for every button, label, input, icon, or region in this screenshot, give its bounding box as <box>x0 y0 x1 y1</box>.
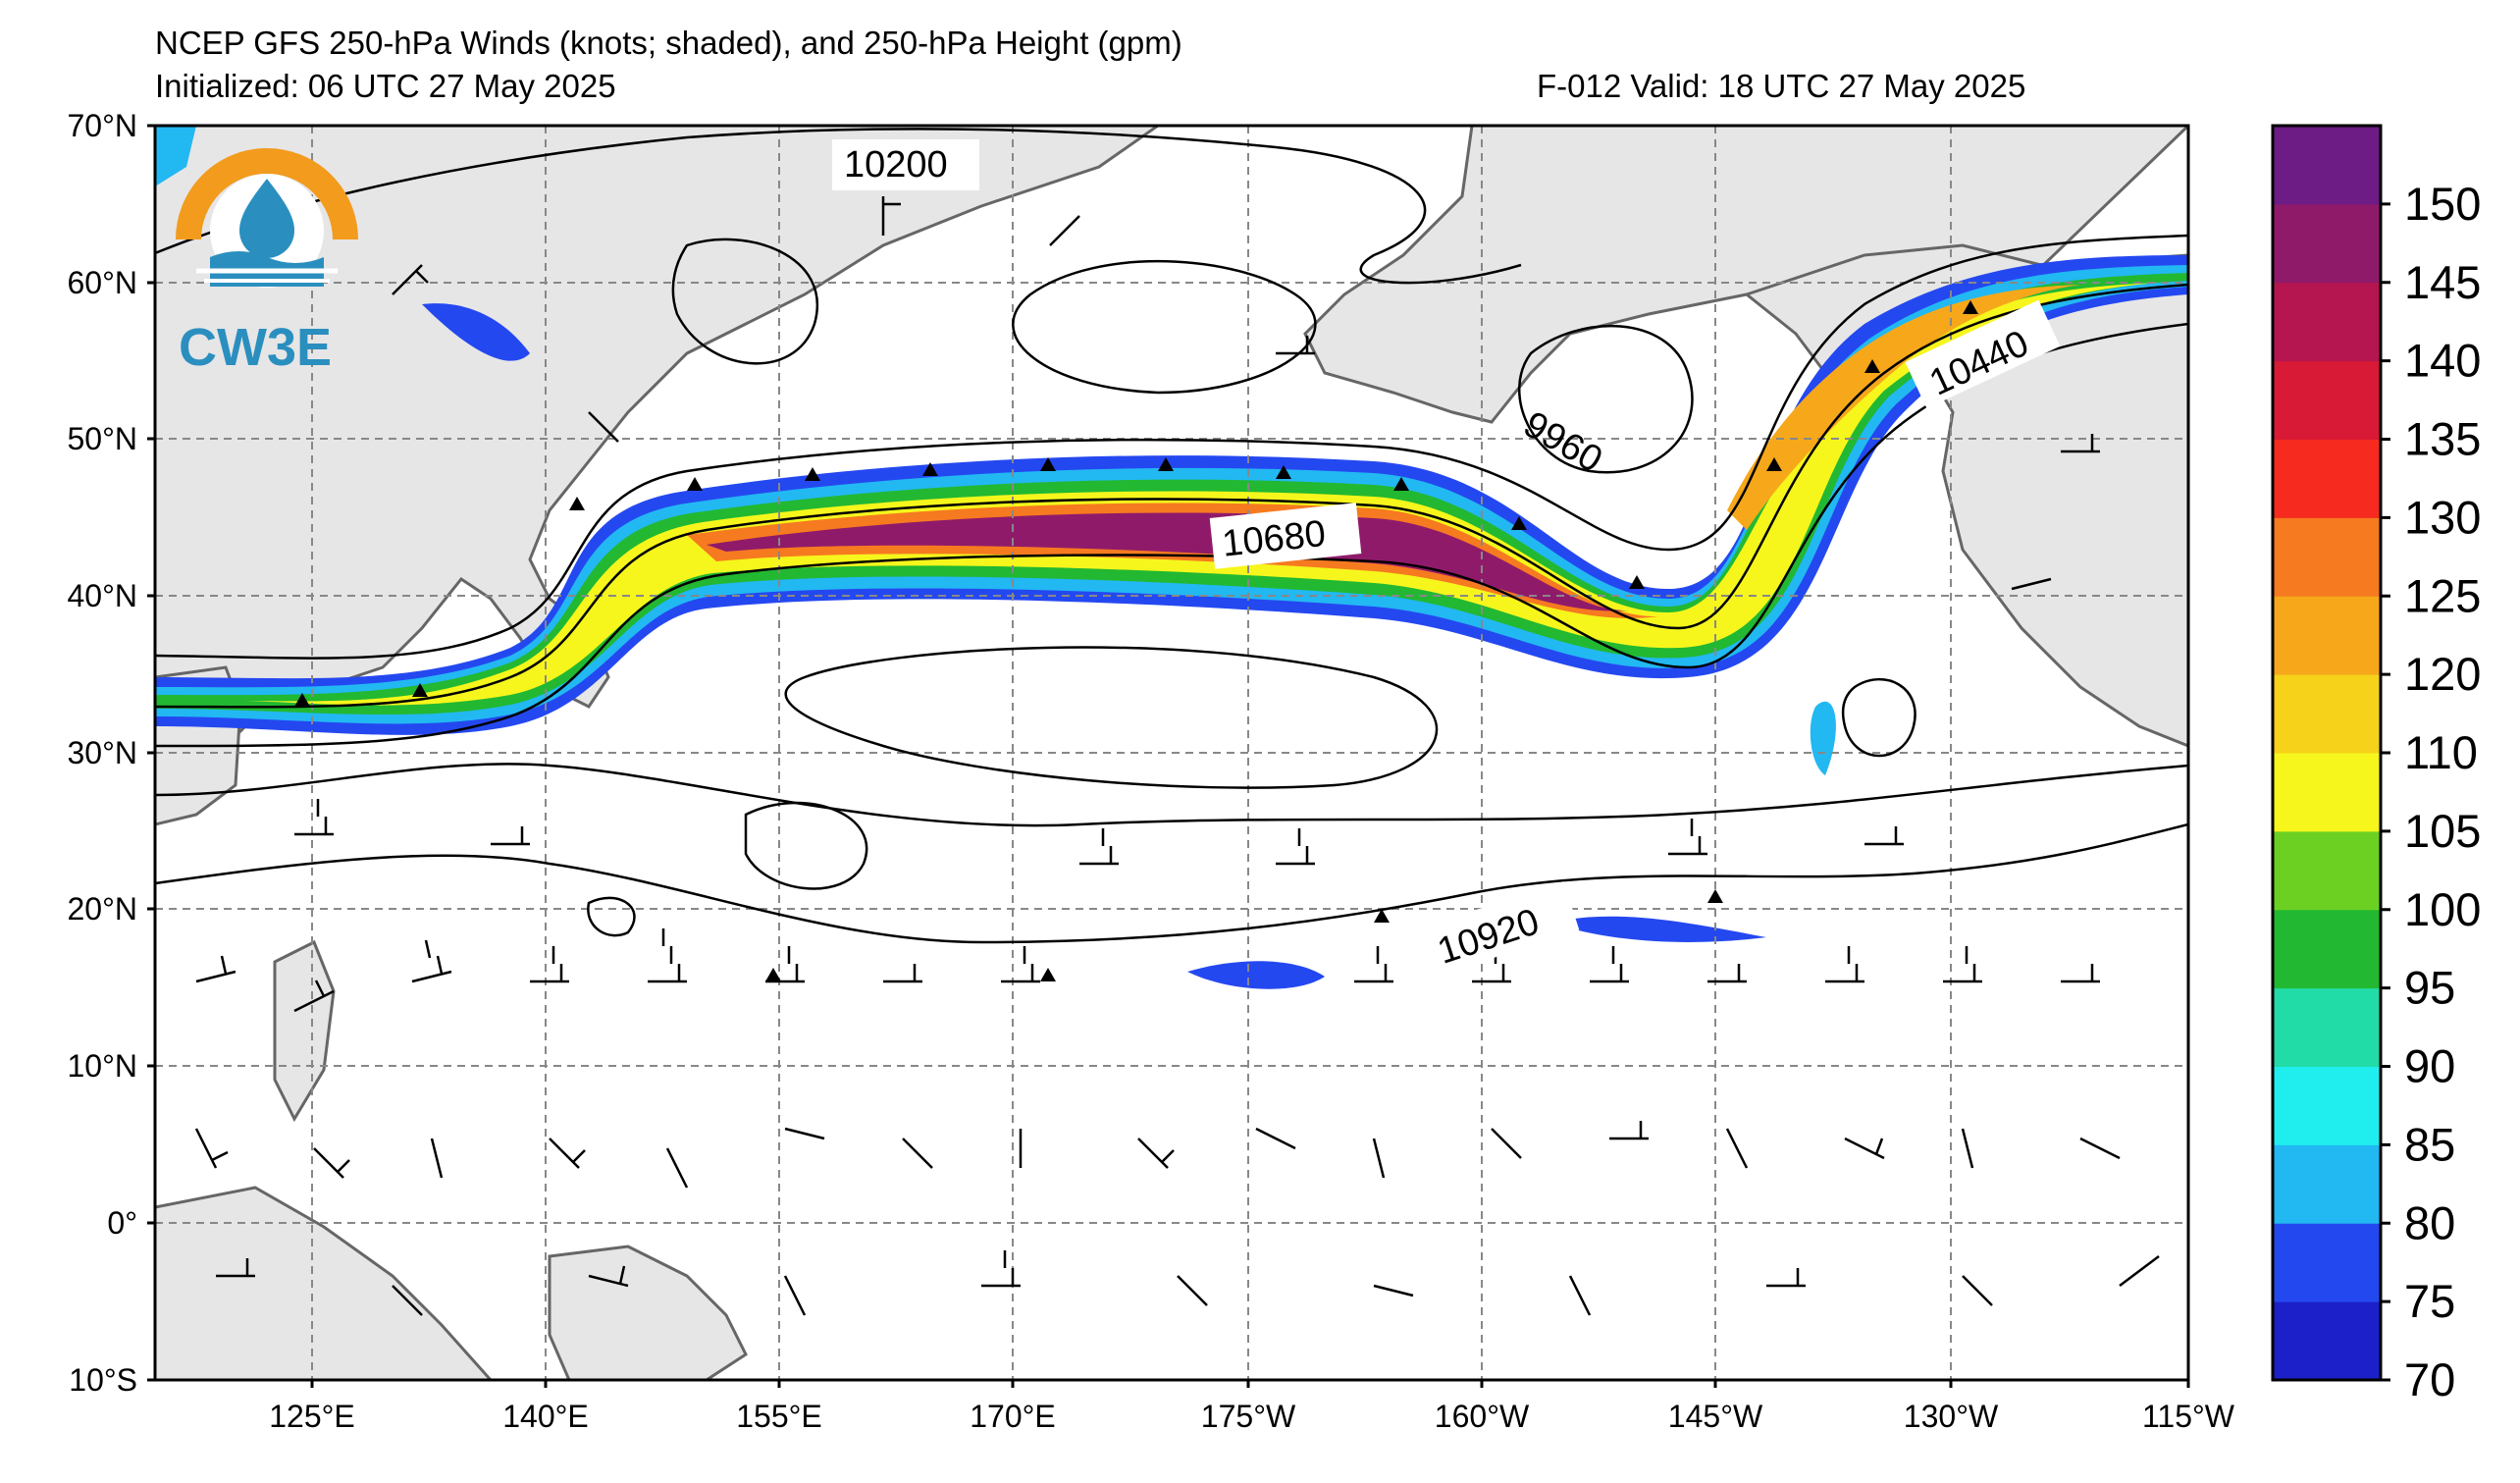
water-drop-icon <box>239 179 294 258</box>
colorbar-swatch <box>2273 282 2381 362</box>
initialized-time: Initialized: 06 UTC 27 May 2025 <box>155 68 616 104</box>
colorbar-swatch <box>2273 1223 2381 1302</box>
lon-label: 130°W <box>1904 1399 1999 1434</box>
colorbar-label: 130 <box>2404 491 2481 543</box>
jet-stream-shading <box>155 126 2188 989</box>
lon-label: 170°E <box>970 1399 1056 1434</box>
lon-label: 125°E <box>269 1399 355 1434</box>
contour-label-10200: 10200 <box>844 144 948 185</box>
colorbar-label: 150 <box>2404 178 2481 230</box>
colorbar-label: 105 <box>2404 805 2481 857</box>
wind-barbs <box>194 196 2160 1316</box>
colorbar-label: 80 <box>2404 1196 2455 1248</box>
lat-label: 50°N <box>68 421 138 456</box>
colorbar-swatch <box>2273 126 2381 205</box>
lat-label: 10°S <box>69 1362 137 1398</box>
latitude-axis <box>147 124 155 1382</box>
lat-label: 70°N <box>68 108 138 143</box>
colorbar-swatch <box>2273 1066 2381 1145</box>
lat-label: 30°N <box>68 735 138 770</box>
colorbar-swatch <box>2273 987 2381 1067</box>
colorbar-label: 135 <box>2404 413 2481 465</box>
lon-label: 140°E <box>502 1399 589 1434</box>
colorbar-label: 100 <box>2404 883 2481 935</box>
colorbar-swatch <box>2273 360 2381 440</box>
colorbar-labels: 70 75 80 85 90 95 100 105 110 120 125 130 135 140 145 1… <box>2404 178 2481 1405</box>
colorbar-label: 140 <box>2404 335 2481 387</box>
lat-label: 60°N <box>68 265 138 300</box>
colorbar-swatch <box>2273 596 2381 675</box>
colorbar-label: 85 <box>2404 1118 2455 1170</box>
colorbar-label: 145 <box>2404 256 2481 308</box>
colorbar-label: 120 <box>2404 648 2481 700</box>
colorbar-swatch <box>2273 909 2381 989</box>
cw3e-logo: CW3E <box>176 148 358 377</box>
colorbar-label: 125 <box>2404 569 2481 621</box>
latitude-labels: 70°N 60°N 50°N 40°N 30°N 20°N 10°N 0° 10… <box>68 108 138 1398</box>
lat-label: 40°N <box>68 578 138 613</box>
colorbar-label: 110 <box>2404 726 2478 778</box>
wind-pennants <box>294 300 1978 981</box>
lat-label: 10°N <box>68 1048 138 1084</box>
map-title: NCEP GFS 250-hPa Winds (knots; shaded), … <box>155 25 1182 61</box>
longitude-labels: 125°E 140°E 155°E 170°E 175°W 160°W 145°… <box>269 1399 2235 1434</box>
colorbar-label: 70 <box>2404 1353 2455 1405</box>
colorbar-swatch <box>2273 1144 2381 1224</box>
height-contours <box>155 128 2188 944</box>
colorbar-swatch <box>2273 1301 2381 1381</box>
lon-label: 155°E <box>736 1399 822 1434</box>
lon-label: 145°W <box>1668 1399 1763 1434</box>
colorbar-swatch <box>2273 439 2381 518</box>
lon-label: 175°W <box>1201 1399 1296 1434</box>
land-masses <box>155 126 2188 1380</box>
lat-label: 20°N <box>68 891 138 927</box>
colorbar-label: 95 <box>2404 962 2455 1014</box>
colorbar-swatch <box>2273 203 2381 284</box>
colorbar-label: 90 <box>2404 1040 2455 1092</box>
colorbar-swatch <box>2273 753 2381 832</box>
logo-text: CW3E <box>179 318 332 377</box>
colorbar-label: 75 <box>2404 1275 2455 1327</box>
lon-label: 160°W <box>1435 1399 1530 1434</box>
colorbar-swatch <box>2273 517 2381 597</box>
lon-label: 115°W <box>2142 1399 2235 1434</box>
lat-label: 0° <box>107 1205 137 1241</box>
colorbar <box>2271 124 2390 1382</box>
valid-time: F-012 Valid: 18 UTC 27 May 2025 <box>1537 68 2026 104</box>
colorbar-swatch <box>2273 830 2381 911</box>
colorbar-swatch <box>2273 674 2381 754</box>
longitude-axis <box>310 1380 2190 1388</box>
